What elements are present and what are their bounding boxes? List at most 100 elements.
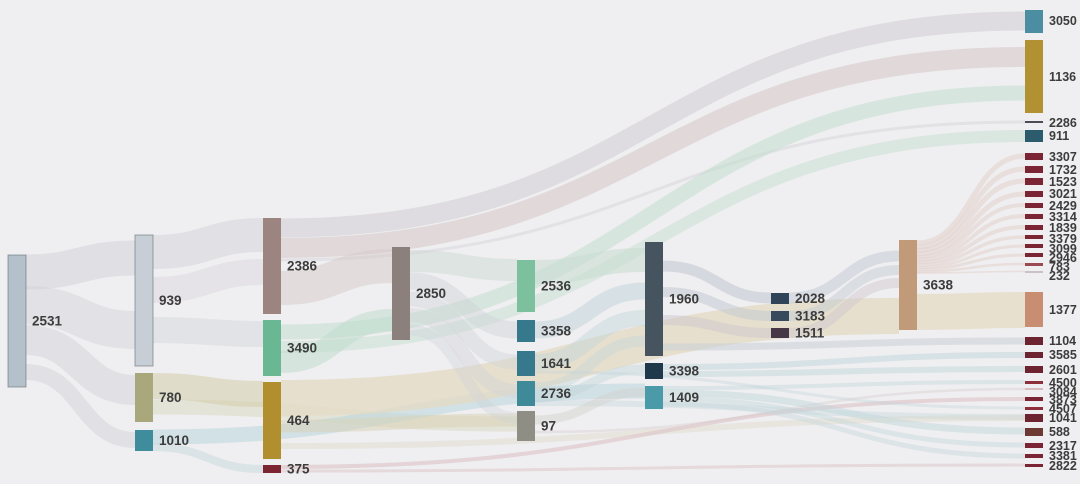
- sankey-link-375-2822: [280, 463, 1026, 473]
- sankey-node-2386[interactable]: [263, 218, 281, 314]
- sankey-node-1377[interactable]: [1025, 292, 1043, 327]
- sankey-node-label-939: 939: [159, 293, 182, 308]
- sankey-node-label-1511: 1511: [795, 326, 825, 341]
- sankey-node-3314[interactable]: [1025, 214, 1043, 219]
- sankey-node-2429[interactable]: [1025, 203, 1043, 208]
- sankey-node-1511[interactable]: [771, 328, 789, 338]
- sankey-node-2531[interactable]: [7, 254, 27, 388]
- sankey-node-3398[interactable]: [645, 363, 663, 379]
- sankey-node-label-2850: 2850: [416, 286, 446, 301]
- sankey-nodes-layer: [7, 10, 1043, 473]
- sankey-link-3490-911: [280, 130, 1026, 353]
- sankey-node-783[interactable]: [1025, 263, 1043, 266]
- sankey-node-1041[interactable]: [1025, 414, 1043, 422]
- sankey-link-3638-3379: [916, 235, 1026, 267]
- sankey-node-2028[interactable]: [771, 293, 789, 304]
- sankey-node-3084[interactable]: [1025, 388, 1043, 390]
- sankey-link-2850-2736: [409, 308, 518, 398]
- sankey-link-3358-1960: [534, 282, 646, 339]
- sankey-node-2317[interactable]: [1025, 443, 1043, 448]
- sankey-link-2850-3358: [409, 272, 518, 339]
- sankey-node-label-1409: 1409: [669, 390, 699, 405]
- sankey-link-939-2386: [152, 218, 264, 269]
- sankey-link-1511-3638: [788, 278, 900, 338]
- sankey-node-4507[interactable]: [1025, 407, 1043, 410]
- sankey-node-1839[interactable]: [1025, 225, 1043, 230]
- sankey-node-2601[interactable]: [1025, 366, 1043, 373]
- sankey-node-label-783: 783: [1049, 260, 1070, 274]
- sankey-node-3585[interactable]: [1025, 352, 1043, 358]
- sankey-node-3490[interactable]: [263, 320, 281, 376]
- sankey-node-464[interactable]: [263, 382, 281, 459]
- sankey-node-label-3183: 3183: [795, 309, 826, 324]
- sankey-node-1136[interactable]: [1025, 40, 1043, 113]
- sankey-node-1641[interactable]: [517, 351, 535, 376]
- sankey-node-97[interactable]: [517, 411, 535, 441]
- sankey-node-3307[interactable]: [1025, 153, 1043, 160]
- sankey-link-1641-1960: [534, 310, 646, 370]
- sankey-node-label-2601: 2601: [1049, 363, 1077, 377]
- sankey-node-2736[interactable]: [517, 381, 535, 406]
- sankey-link-1960-1511: [662, 315, 772, 338]
- sankey-link-3490-2850: [280, 309, 393, 373]
- sankey-node-3099[interactable]: [1025, 244, 1043, 248]
- sankey-node-3050[interactable]: [1025, 10, 1043, 33]
- sankey-link-3398-2601: [662, 366, 1026, 377]
- sankey-node-label-2386: 2386: [287, 259, 318, 274]
- sankey-link-3638-2946: [916, 253, 1026, 271]
- sankey-link-2850-1641: [409, 291, 518, 370]
- sankey-node-1732[interactable]: [1025, 166, 1043, 173]
- sankey-node-label-2736: 2736: [541, 386, 572, 401]
- sankey-node-3873[interactable]: [1025, 397, 1043, 401]
- sankey-link-97-3084: [534, 387, 1026, 434]
- sankey-link-3638-783: [916, 262, 1026, 273]
- sankey-link-2531-780: [25, 325, 136, 405]
- sankey-link-1409-4500: [662, 380, 1026, 390]
- sankey-node-label-97: 97: [541, 419, 556, 434]
- sankey-node-911[interactable]: [1025, 130, 1043, 142]
- sankey-link-1010-1409: [152, 383, 646, 445]
- sankey-node-2536[interactable]: [517, 260, 535, 312]
- sankey-node-3379[interactable]: [1025, 235, 1043, 239]
- sankey-node-2850[interactable]: [392, 247, 410, 340]
- sankey-node-label-3490: 3490: [287, 341, 317, 356]
- sankey-node-2286[interactable]: [1025, 121, 1043, 123]
- sankey-node-2946[interactable]: [1025, 253, 1043, 257]
- sankey-link-2736-1960: [534, 335, 646, 394]
- sankey-link-1641-4507: [534, 370, 1026, 410]
- sankey-link-3638-1377: [916, 292, 1026, 330]
- sankey-node-1010[interactable]: [135, 430, 153, 451]
- sankey-node-780[interactable]: [135, 373, 153, 422]
- sankey-node-1960[interactable]: [645, 242, 663, 356]
- sankey-link-97-1409: [534, 387, 646, 425]
- sankey-node-375[interactable]: [263, 465, 281, 473]
- sankey-node-3183[interactable]: [771, 311, 789, 321]
- sankey-node-3381[interactable]: [1025, 454, 1043, 458]
- sankey-node-3358[interactable]: [517, 320, 535, 342]
- sankey-node-2822[interactable]: [1025, 464, 1043, 467]
- sankey-node-588[interactable]: [1025, 428, 1043, 436]
- sankey-node-label-3099: 3099: [1049, 242, 1077, 256]
- sankey-link-2531-939: [25, 286, 136, 349]
- sankey-node-1523[interactable]: [1025, 178, 1043, 185]
- sankey-node-4500[interactable]: [1025, 381, 1043, 384]
- sankey-node-3021[interactable]: [1025, 191, 1043, 197]
- sankey-link-3638-1732: [916, 166, 1026, 250]
- sankey-node-3638[interactable]: [899, 240, 917, 330]
- sankey-node-label-780: 780: [159, 390, 182, 405]
- sankey-node-label-1523: 1523: [1049, 175, 1077, 189]
- sankey-link-2531-1010: [25, 364, 136, 448]
- sankey-node-939[interactable]: [134, 234, 154, 367]
- sankey-node-label-1010: 1010: [159, 433, 189, 448]
- sankey-link-3638-2429: [916, 203, 1026, 259]
- sankey-link-3638-1523: [916, 178, 1026, 253]
- sankey-node-1104[interactable]: [1025, 337, 1043, 345]
- sankey-node-1409[interactable]: [645, 386, 663, 409]
- sankey-node-label-1960: 1960: [669, 292, 699, 307]
- sankey-node-label-2822: 2822: [1049, 459, 1077, 473]
- sankey-link-3398-3585: [662, 352, 1026, 370]
- sankey-node-label-464: 464: [287, 413, 310, 428]
- sankey-node-232[interactable]: [1025, 271, 1043, 273]
- sankey-node-label-2536: 2536: [541, 279, 572, 294]
- sankey-link-1010-375: [152, 443, 264, 473]
